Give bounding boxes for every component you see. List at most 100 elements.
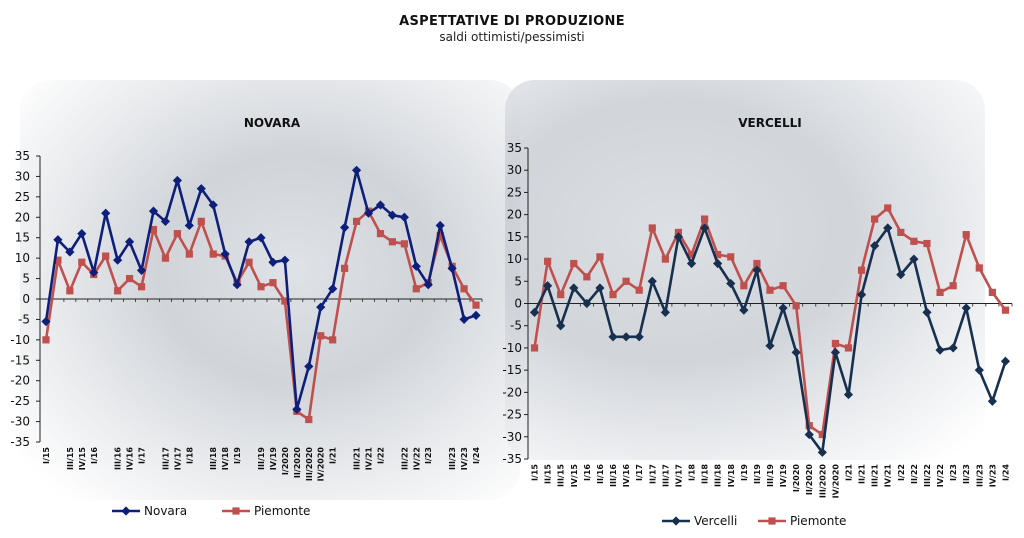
data-point-piemonte: [949, 282, 957, 290]
data-point-vercelli: [569, 283, 579, 293]
x-tick-label: IV/23: [988, 464, 997, 487]
x-tick-label: I/21: [329, 447, 338, 464]
y-tick-label: 25: [15, 190, 30, 204]
y-tick-label: 20: [507, 208, 522, 222]
x-tick-label: III/21: [871, 464, 880, 487]
x-tick-label: III/2020: [305, 447, 314, 482]
data-point-piemonte: [305, 415, 313, 424]
x-tick-label: III/18: [714, 464, 723, 487]
data-point-piemonte: [412, 285, 420, 293]
data-point-piemonte: [857, 266, 866, 274]
data-point-piemonte: [831, 339, 840, 348]
data-point-novara: [423, 280, 433, 290]
x-tick-label: III/17: [661, 464, 670, 487]
x-tick-label: III/19: [766, 464, 775, 487]
data-point-vercelli: [870, 241, 880, 251]
x-tick-label: II/23: [962, 464, 971, 484]
data-point-vercelli: [699, 223, 710, 233]
data-point-piemonte: [936, 288, 944, 296]
data-point-piemonte: [557, 291, 565, 299]
data-point-piemonte: [844, 344, 853, 352]
data-point-vercelli: [1000, 356, 1011, 366]
data-point-novara: [65, 247, 75, 257]
data-point-piemonte: [460, 285, 468, 293]
x-tick-label: IV/18: [221, 447, 230, 471]
x-tick-label: III/23: [975, 464, 984, 487]
data-point-novara: [232, 280, 242, 290]
data-point-piemonte: [245, 258, 253, 266]
data-point-novara: [304, 361, 314, 372]
data-point-piemonte: [54, 256, 62, 264]
data-point-piemonte: [753, 259, 761, 268]
data-point-piemonte: [622, 277, 630, 285]
data-point-piemonte: [740, 282, 748, 290]
data-point-vercelli: [726, 278, 736, 289]
x-tick-label: I/18: [688, 464, 697, 481]
data-point-novara: [268, 257, 278, 267]
x-tick-label: IV/21: [365, 447, 374, 471]
data-point-novara: [471, 310, 481, 320]
x-tick-label: IV/22: [936, 464, 945, 487]
x-tick-label: I/22: [376, 447, 385, 464]
x-tick-label: IV/21: [884, 464, 893, 488]
x-tick-label: IV/2020: [317, 447, 326, 482]
x-tick-label: II/18: [701, 464, 710, 484]
x-tick-label: II/19: [753, 464, 762, 484]
x-tick-label: I/17: [138, 447, 147, 464]
data-point-vercelli: [909, 254, 919, 264]
y-tick-label: 30: [15, 169, 30, 183]
y-tick-label: 10: [15, 251, 30, 265]
x-tick-label: I/16: [583, 464, 592, 481]
data-point-piemonte: [714, 251, 722, 259]
data-point-novara: [447, 263, 457, 273]
chart-title-vercelli: VERCELLI: [738, 116, 802, 130]
y-tick-label: -5: [510, 319, 522, 333]
x-tick-label: I/24: [1001, 464, 1010, 481]
legend-marker-piemonte: [768, 517, 776, 525]
y-tick-label: -5: [18, 312, 30, 326]
data-point-novara: [184, 220, 194, 231]
data-point-novara: [89, 267, 99, 278]
y-tick-label: 35: [507, 141, 522, 155]
data-point-piemonte: [661, 255, 669, 263]
data-point-novara: [316, 302, 326, 312]
data-point-piemonte: [975, 264, 983, 272]
y-tick-label: -35: [502, 452, 522, 466]
x-tick-label: I/16: [90, 447, 99, 464]
x-tick-label: III/15: [557, 464, 566, 487]
data-point-vercelli: [817, 447, 827, 457]
x-tick-label: III/23: [448, 447, 457, 470]
data-point-vercelli: [804, 429, 814, 440]
data-point-novara: [399, 212, 409, 222]
x-tick-label: II/15: [544, 464, 553, 484]
data-point-vercelli: [686, 258, 697, 269]
data-point-vercelli: [660, 307, 670, 317]
y-tick-label: 35: [15, 149, 30, 163]
data-point-piemonte: [114, 287, 122, 295]
data-point-piemonte: [78, 258, 86, 266]
data-point-piemonte: [436, 232, 444, 240]
data-point-novara: [363, 208, 374, 218]
y-tick-label: 25: [507, 185, 522, 199]
x-tick-label: I/23: [949, 464, 958, 481]
data-point-piemonte: [352, 217, 361, 225]
data-point-piemonte: [544, 257, 552, 265]
data-point-piemonte: [884, 204, 892, 212]
x-tick-label: I/23: [424, 447, 433, 464]
data-point-piemonte: [66, 287, 74, 295]
data-point-piemonte: [149, 225, 158, 234]
y-tick-label: 5: [514, 274, 522, 288]
data-point-novara: [435, 220, 445, 231]
data-point-novara: [411, 261, 421, 271]
y-tick-label: 15: [507, 230, 522, 244]
data-point-vercelli: [883, 223, 893, 233]
data-point-vercelli: [543, 281, 553, 291]
data-point-vercelli: [595, 283, 605, 293]
x-tick-label: II/2020: [805, 464, 814, 496]
y-tick-label: -30: [10, 415, 30, 429]
data-point-piemonte: [792, 302, 800, 310]
data-point-vercelli: [713, 258, 723, 269]
x-tick-label: II/2020: [293, 447, 302, 479]
data-point-vercelli: [830, 347, 841, 357]
data-point-vercelli: [765, 341, 775, 351]
